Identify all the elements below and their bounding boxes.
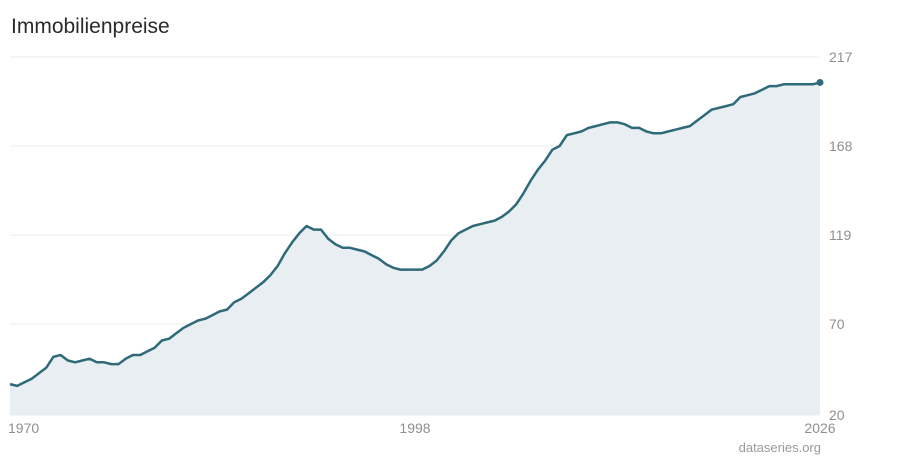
x-tick-label: 2026 — [804, 420, 835, 436]
series-area — [10, 82, 820, 416]
y-axis-ticks: 217 168 119 70 20 — [829, 49, 853, 423]
y-tick-label: 70 — [829, 316, 845, 332]
series-line — [9, 81, 821, 388]
source-label: dataseries.org — [738, 440, 821, 455]
last-value-marker — [816, 78, 824, 86]
x-tick-label: 1970 — [8, 420, 39, 436]
y-tick-label: 20 — [829, 407, 845, 423]
y-tick-label: 119 — [829, 227, 852, 243]
x-axis-ticks: 1970 1998 2026 — [8, 420, 836, 436]
x-tick-label: 1998 — [399, 420, 430, 436]
y-tick-label: 217 — [829, 49, 853, 65]
y-tick-label: 168 — [829, 138, 853, 154]
chart-title: Immobilienpreise — [11, 15, 170, 38]
